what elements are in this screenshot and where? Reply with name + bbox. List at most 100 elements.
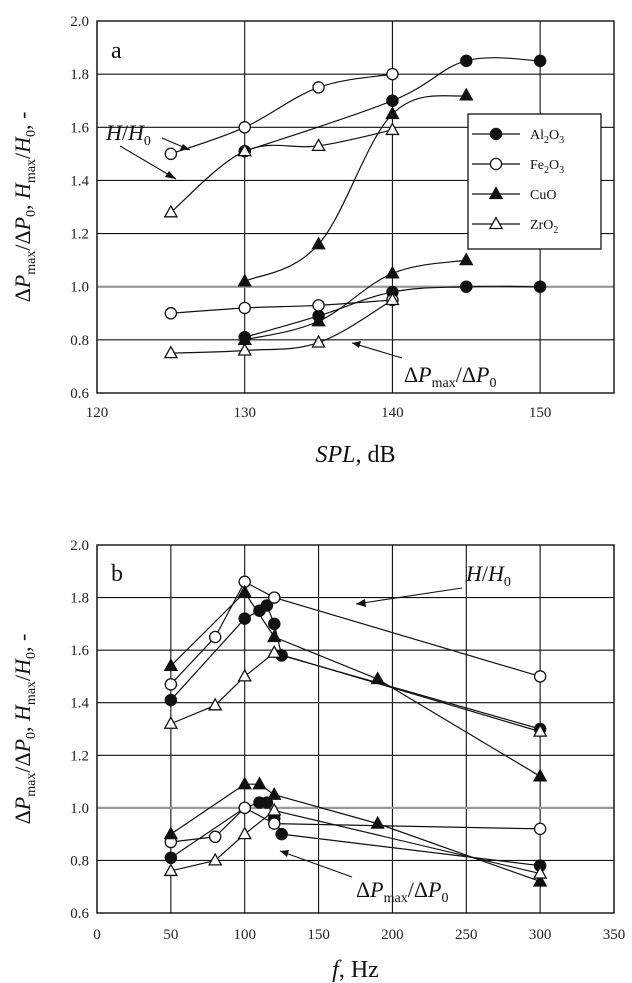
data-point <box>533 670 547 683</box>
y-tick-label: 1.8 <box>70 591 89 607</box>
series-line <box>170 783 541 883</box>
x-tick-label: 50 <box>163 927 178 943</box>
arrow-head <box>165 171 176 179</box>
data-point <box>311 334 326 348</box>
y-tick-label: 1.2 <box>70 748 89 764</box>
legend-label: CuO <box>530 188 556 203</box>
data-point <box>237 776 252 790</box>
data-point <box>163 716 179 729</box>
annotation-p-ratio: ΔPmax/ΔP0 <box>404 362 496 391</box>
y-tick-label: 0.8 <box>70 333 89 349</box>
x-tick-label: 250 <box>455 927 478 943</box>
data-point <box>386 94 399 107</box>
series-line <box>170 652 541 733</box>
x-tick-label: 150 <box>529 405 552 421</box>
annotation-arrow <box>279 850 353 878</box>
series-line <box>170 129 393 213</box>
data-point <box>163 826 179 840</box>
x-axis-title: SPL, dB <box>315 442 395 468</box>
legend-marker <box>489 157 503 171</box>
data-point <box>208 630 222 644</box>
series-line <box>170 802 541 867</box>
series-line <box>170 299 393 354</box>
data-point <box>237 143 252 157</box>
arrow-head <box>280 850 289 857</box>
data-point <box>532 873 548 887</box>
data-point <box>460 54 473 68</box>
data-point <box>312 81 325 94</box>
data-point <box>267 786 282 800</box>
data-point <box>311 313 326 327</box>
data-point <box>311 138 326 152</box>
data-point <box>164 147 178 161</box>
data-point <box>163 658 179 672</box>
data-point <box>370 815 385 829</box>
data-point <box>238 121 251 134</box>
y-tick-label: 1.4 <box>70 696 89 712</box>
data-point <box>238 612 251 625</box>
data-point <box>164 678 178 691</box>
x-tick-label: 150 <box>307 927 330 943</box>
data-point <box>208 830 222 844</box>
data-point <box>312 299 325 312</box>
data-point <box>532 865 548 879</box>
panel-letter: b <box>111 561 123 587</box>
data-point <box>238 301 251 315</box>
data-point <box>207 852 223 866</box>
data-point <box>459 87 474 101</box>
data-point <box>532 768 548 782</box>
legend: Al2O3 Fe2O3 CuO ZrO2 <box>467 113 602 250</box>
x-tick-label: 300 <box>529 927 552 943</box>
x-tick-label: 350 <box>603 927 626 943</box>
legend-box <box>467 113 602 250</box>
data-point <box>275 827 288 841</box>
data-point <box>237 668 252 682</box>
y-tick-label: 0.6 <box>70 386 89 402</box>
x-tick-label: 120 <box>86 405 109 421</box>
series-line <box>170 299 393 314</box>
y-axis-title: ΔPmax/ΔP0, Hmax/H0, - <box>10 112 39 303</box>
legend-marker <box>489 127 503 141</box>
data-point <box>459 252 474 266</box>
data-point <box>164 307 178 320</box>
data-point <box>533 822 547 836</box>
annotation-arrow <box>351 342 403 359</box>
data-point <box>532 723 548 737</box>
data-point <box>533 280 547 293</box>
data-point <box>267 802 282 816</box>
y-tick-label: 1.0 <box>70 280 89 296</box>
data-point <box>267 629 282 643</box>
y-tick-label: 1.8 <box>70 67 89 83</box>
data-point <box>386 67 399 81</box>
data-point <box>268 591 281 604</box>
legend-marker <box>488 216 504 230</box>
data-point <box>311 236 326 250</box>
data-point <box>385 106 400 120</box>
data-point <box>164 693 178 707</box>
x-axis-title: f, Hz <box>332 957 379 983</box>
series-line <box>170 604 541 730</box>
y-tick-label: 2.0 <box>70 14 89 30</box>
arrow-head <box>352 341 361 348</box>
data-point <box>237 826 252 840</box>
plot-frame <box>96 544 615 914</box>
series-line <box>244 259 467 341</box>
series-line <box>244 57 541 152</box>
y-tick-label: 1.0 <box>70 801 89 817</box>
data-point <box>238 801 251 815</box>
series-line <box>170 591 541 777</box>
data-point <box>260 599 274 612</box>
data-point <box>267 645 282 658</box>
y-tick-label: 1.2 <box>70 227 89 243</box>
legend-label: ZrO2 <box>530 218 558 236</box>
x-tick-label: 130 <box>233 405 256 421</box>
series-line <box>244 94 467 282</box>
annotation-h-ratio: H/H0 <box>465 561 511 590</box>
y-tick-label: 1.6 <box>70 120 89 136</box>
x-tick-label: 100 <box>233 927 256 943</box>
x-tick-label: 140 <box>381 405 404 421</box>
data-point <box>268 617 281 631</box>
legend-label: Fe2O3 <box>530 158 564 176</box>
data-point <box>163 863 179 877</box>
legend-marker <box>488 186 504 200</box>
